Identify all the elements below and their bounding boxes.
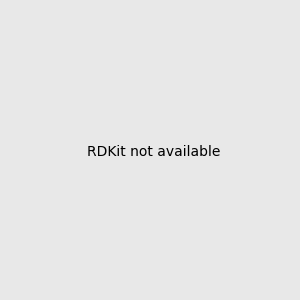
- Text: RDKit not available: RDKit not available: [87, 145, 220, 158]
